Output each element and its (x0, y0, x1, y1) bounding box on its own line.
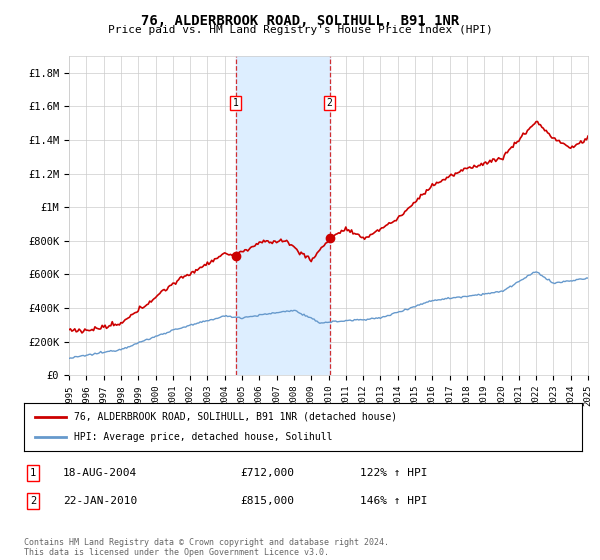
Text: £712,000: £712,000 (240, 468, 294, 478)
Text: 76, ALDERBROOK ROAD, SOLIHULL, B91 1NR: 76, ALDERBROOK ROAD, SOLIHULL, B91 1NR (141, 14, 459, 28)
Text: 1: 1 (30, 468, 36, 478)
Text: Contains HM Land Registry data © Crown copyright and database right 2024.
This d: Contains HM Land Registry data © Crown c… (24, 538, 389, 557)
Text: 146% ↑ HPI: 146% ↑ HPI (360, 496, 427, 506)
Text: 2: 2 (327, 98, 332, 108)
Text: 122% ↑ HPI: 122% ↑ HPI (360, 468, 427, 478)
Text: 22-JAN-2010: 22-JAN-2010 (63, 496, 137, 506)
Text: 18-AUG-2004: 18-AUG-2004 (63, 468, 137, 478)
Bar (236, 56, 330, 375)
Text: £815,000: £815,000 (240, 496, 294, 506)
Text: HPI: Average price, detached house, Solihull: HPI: Average price, detached house, Soli… (74, 432, 333, 442)
Text: 2: 2 (30, 496, 36, 506)
Text: 76, ALDERBROOK ROAD, SOLIHULL, B91 1NR (detached house): 76, ALDERBROOK ROAD, SOLIHULL, B91 1NR (… (74, 412, 397, 422)
Text: Price paid vs. HM Land Registry's House Price Index (HPI): Price paid vs. HM Land Registry's House … (107, 25, 493, 35)
Text: 1: 1 (233, 98, 239, 108)
